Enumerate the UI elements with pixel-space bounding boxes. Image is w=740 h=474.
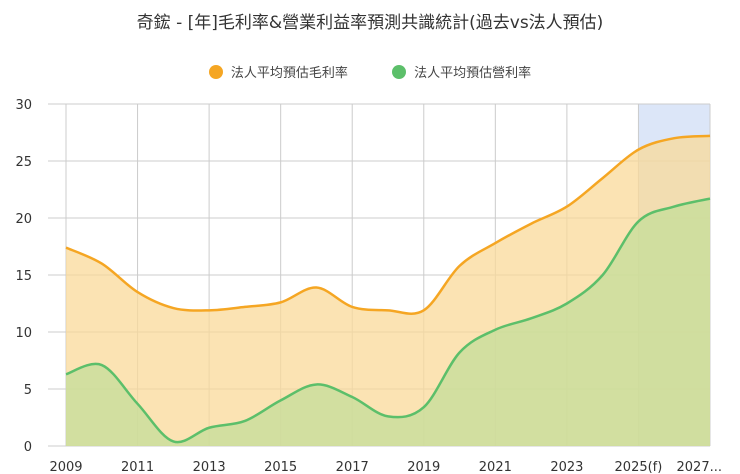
point-operating-margin-2024 [601, 274, 603, 276]
legend-label-gross-margin: 法人平均預估毛利率 [230, 66, 348, 81]
point-gross-margin-2014 [244, 306, 246, 308]
point-operating-margin-2021 [494, 329, 496, 331]
point-operating-margin-2012 [172, 440, 174, 442]
point-gross-margin-2018 [387, 309, 389, 311]
point-operating-margin-2018 [387, 415, 389, 417]
point-gross-margin-2019 [423, 309, 425, 311]
point-gross-margin-2012 [172, 307, 174, 309]
x-tick-label-2019: 2019 [407, 460, 440, 474]
x-tick-label-2015: 2015 [264, 460, 297, 474]
x-tick-label-2027: 2027... [677, 460, 722, 474]
y-tick-label-0: 0 [24, 440, 32, 455]
point-operating-margin-2011 [136, 403, 138, 405]
point-gross-margin-2023 [566, 205, 568, 207]
point-gross-margin-2027 [709, 135, 711, 137]
x-tick-label-2017: 2017 [336, 460, 369, 474]
line-operating-margin [65, 197, 711, 444]
y-tick-label-20: 20 [15, 212, 32, 227]
point-gross-margin-2009 [65, 246, 67, 248]
point-gross-margin-2024 [601, 177, 603, 179]
legend: 法人平均預估毛利率 法人平均預估營利率 [0, 62, 740, 83]
point-gross-margin-2025 [637, 148, 639, 150]
point-gross-margin-2020 [458, 265, 460, 267]
y-tick-label-10: 10 [15, 326, 32, 341]
legend-item-gross-margin[interactable]: 法人平均預估毛利率 [208, 62, 348, 81]
legend-item-operating-margin[interactable]: 法人平均預估營利率 [392, 62, 531, 81]
point-gross-margin-2015 [279, 301, 281, 303]
y-tick-label-15: 15 [15, 269, 32, 284]
point-gross-margin-2016 [315, 286, 317, 288]
x-tick-label-2023: 2023 [550, 460, 583, 474]
point-operating-margin-2026 [673, 205, 675, 207]
legend-swatch-operating-margin [392, 64, 407, 79]
y-tick-label-30: 30 [15, 98, 32, 113]
area-operating-margin [66, 198, 710, 446]
legend-label-operating-margin: 法人平均預估營利率 [414, 66, 532, 81]
point-operating-margin-2010 [101, 364, 103, 366]
point-gross-margin-2017 [351, 306, 353, 308]
point-operating-margin-2014 [244, 420, 246, 422]
point-gross-margin-2013 [208, 309, 210, 311]
y-tick-label-5: 5 [24, 383, 32, 398]
x-tick-label-2025: 2025(f) [615, 460, 663, 474]
point-gross-margin-2021 [494, 242, 496, 244]
x-tick-label-2011: 2011 [121, 460, 154, 474]
point-operating-margin-2009 [65, 373, 67, 375]
legend-swatch-gross-margin [208, 64, 223, 79]
point-operating-margin-2015 [279, 399, 281, 401]
point-gross-margin-2011 [136, 291, 138, 293]
point-operating-margin-2020 [458, 351, 460, 353]
point-operating-margin-2025 [637, 220, 639, 222]
point-gross-margin-2022 [530, 223, 532, 225]
x-tick-label-2013: 2013 [193, 460, 226, 474]
point-operating-margin-2027 [709, 197, 711, 199]
point-operating-margin-2016 [315, 383, 317, 385]
point-operating-margin-2019 [423, 406, 425, 408]
x-tick-label-2009: 2009 [49, 460, 82, 474]
point-operating-margin-2023 [566, 302, 568, 304]
chart-title: 奇鋐 - [年]毛利率&營業利益率預測共識統計(過去vs法人預估) [136, 13, 604, 33]
y-tick-label-25: 25 [15, 155, 32, 170]
point-operating-margin-2017 [351, 396, 353, 398]
point-operating-margin-2013 [208, 427, 210, 429]
point-gross-margin-2010 [101, 262, 103, 264]
line-gross-margin [65, 134, 711, 315]
point-operating-margin-2022 [530, 317, 532, 319]
x-tick-label-2021: 2021 [479, 460, 512, 474]
point-gross-margin-2026 [673, 137, 675, 139]
